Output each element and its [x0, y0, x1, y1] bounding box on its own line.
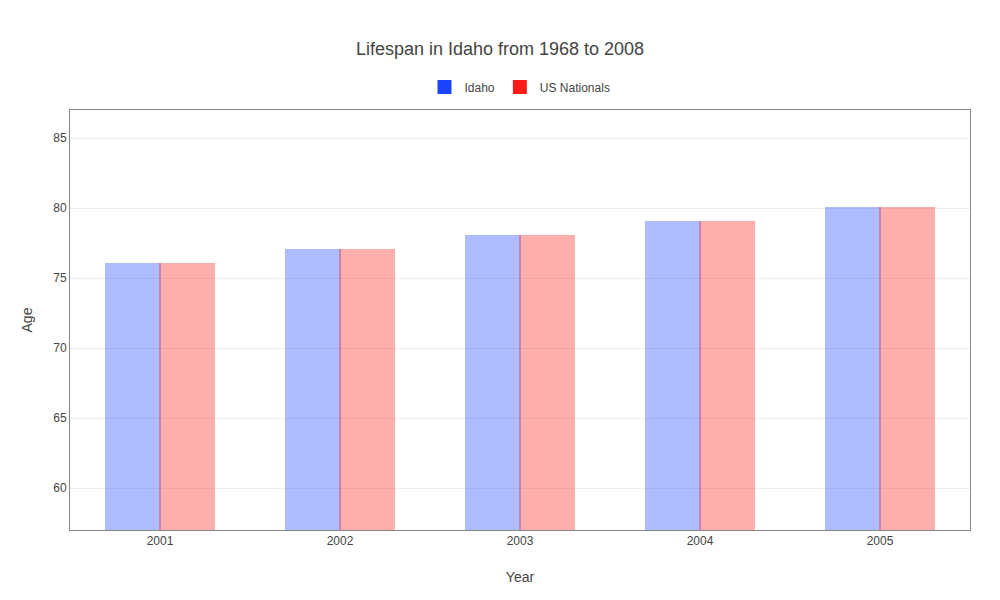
svg-text:2002: 2002 — [327, 534, 354, 548]
svg-text:Year: Year — [506, 569, 535, 585]
svg-text:80: 80 — [53, 201, 67, 215]
svg-text:Idaho: Idaho — [465, 81, 495, 95]
svg-text:2001: 2001 — [147, 534, 174, 548]
svg-text:Age: Age — [19, 307, 35, 332]
svg-text:Lifespan in Idaho from 1968 to: Lifespan in Idaho from 1968 to 2008 — [356, 39, 644, 59]
svg-text:US Nationals: US Nationals — [540, 81, 610, 95]
svg-text:2003: 2003 — [507, 534, 534, 548]
svg-text:65: 65 — [53, 411, 67, 425]
svg-text:2004: 2004 — [687, 534, 714, 548]
svg-text:70: 70 — [53, 341, 67, 355]
svg-text:85: 85 — [53, 131, 67, 145]
svg-text:60: 60 — [53, 481, 67, 495]
svg-text:75: 75 — [53, 271, 67, 285]
svg-text:2005: 2005 — [867, 534, 894, 548]
